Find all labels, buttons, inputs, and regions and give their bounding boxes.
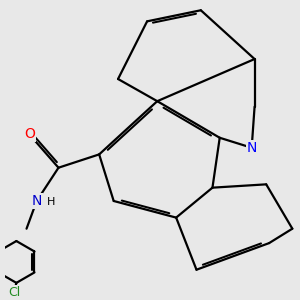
Text: H: H bbox=[47, 197, 55, 207]
Text: Cl: Cl bbox=[8, 286, 20, 299]
Text: O: O bbox=[24, 128, 35, 141]
Text: N: N bbox=[247, 141, 257, 155]
Text: N: N bbox=[32, 194, 42, 208]
